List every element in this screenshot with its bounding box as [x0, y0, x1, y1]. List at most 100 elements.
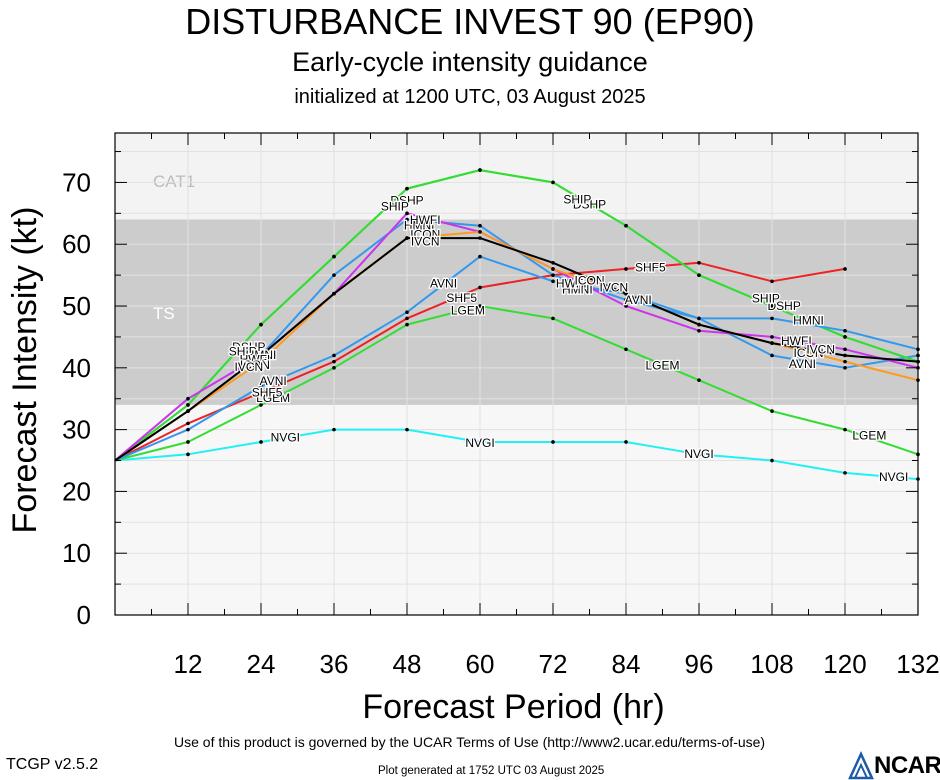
grid	[115, 133, 919, 615]
data-point-avni	[259, 384, 263, 389]
series-label-dshp: DSHP	[573, 197, 606, 211]
data-point-ship	[186, 403, 190, 407]
series-label-ivcn: IVCN	[234, 360, 263, 374]
data-point-hmni	[405, 217, 409, 222]
series-label-icon: ICON	[794, 346, 824, 360]
data-point-ivcn	[624, 291, 628, 296]
series-label-ship: SHIP	[563, 193, 591, 207]
series-label-hmni: HMNI	[404, 218, 435, 232]
series-label-icon: ICON	[240, 358, 270, 372]
series-label-shf5: SHF5	[446, 291, 477, 305]
series-lines	[114, 168, 920, 481]
x-tick-label: 108	[750, 649, 793, 679]
series-label-ivcn: IVCN	[599, 280, 628, 294]
data-point-lgem	[478, 304, 482, 308]
series-label-lgem: LGEM	[852, 429, 886, 443]
ncar-logo: NCAR	[848, 751, 940, 780]
axes: 0 10 20 30 40 50 60 70 12 24 36 48 60 72 84 96 108 120 132…	[6, 132, 940, 726]
series-line-avni	[114, 255, 919, 462]
series-label-avni: AVNI	[625, 293, 652, 307]
data-point-hwfi	[770, 335, 774, 339]
data-point-lgem	[843, 427, 847, 432]
y-axis-label: Forecast Intensity (kt)	[6, 207, 44, 534]
series-label-avni: AVNI	[260, 374, 287, 388]
data-point-nvgi	[624, 440, 628, 444]
data-point-avni	[478, 254, 482, 259]
series-label-nvgi: NVGI	[879, 470, 908, 484]
series-label-shf5: SHF5	[635, 260, 666, 274]
data-point-nvgi	[332, 427, 336, 432]
series-label-hwfi: HWFI	[410, 213, 441, 227]
band-background	[115, 404, 918, 615]
data-point-ship	[697, 273, 701, 277]
series-label-lgem: LGEM	[645, 359, 679, 373]
data-point-ivcn	[697, 322, 701, 327]
data-point-ship	[624, 223, 628, 228]
data-point-nvgi	[697, 452, 701, 457]
series-label-avni: AVNI	[789, 357, 816, 371]
data-point-shf5	[624, 267, 628, 271]
data-point-shf5	[405, 316, 409, 321]
generated-time: Plot generated at 1752 UTC 03 August 202…	[378, 765, 605, 777]
x-tick-label: 36	[320, 649, 349, 679]
data-point-hmni	[697, 316, 701, 321]
series-label-icon: ICON	[410, 228, 440, 242]
series-label-ship: SHIP	[752, 291, 780, 305]
series-label-nvgi: NVGI	[271, 430, 300, 444]
x-tick-label: 60	[466, 649, 495, 679]
data-point-hmni	[478, 223, 482, 228]
data-point-shf5	[697, 260, 701, 265]
series-label-ivcn: IVCN	[411, 235, 440, 249]
series-label-hwfi: HWFI	[240, 353, 271, 367]
data-point-ivcn	[478, 236, 482, 240]
ncar-logo-text: NCAR	[874, 752, 940, 779]
x-axis-label: Forecast Period (hr)	[362, 688, 664, 726]
data-point-avni	[551, 279, 555, 284]
data-point-lgem	[697, 378, 701, 382]
data-point-nvgi	[478, 440, 482, 444]
series-label-hmni: HMNI	[246, 348, 277, 362]
data-point-nvgi	[551, 440, 555, 444]
series-label-lgem: LGEM	[451, 304, 485, 318]
series-label-ship: SHIP	[381, 199, 409, 213]
data-point-hwfi	[186, 396, 190, 401]
data-point-ivcn	[551, 260, 555, 265]
data-point-nvgi	[259, 440, 263, 444]
series-label-nvgi: NVGI	[684, 447, 713, 461]
x-tick-label: 120	[823, 649, 866, 679]
x-tick-label: 48	[393, 649, 422, 679]
x-tick-label: 12	[174, 649, 203, 679]
data-point-nvgi	[186, 452, 190, 457]
data-point-shf5	[478, 285, 482, 290]
data-point-avni	[405, 310, 409, 315]
ncar-logo-icon	[848, 751, 874, 780]
data-point-ship	[332, 254, 336, 259]
data-point-ivcn	[405, 236, 409, 240]
series-label-ivcn: IVCN	[806, 343, 835, 357]
x-tick-label: 132	[896, 649, 939, 679]
data-point-ivcn	[259, 353, 263, 358]
data-point-ivcn	[843, 353, 847, 358]
series-label-avni: AVNI	[430, 277, 457, 291]
data-point-lgem	[332, 366, 336, 370]
data-point-hwfi	[843, 347, 847, 352]
data-point-ivcn	[770, 341, 774, 345]
series-label-hwfi: HWFI	[781, 334, 812, 348]
data-point-hmni	[551, 273, 555, 277]
data-point-hwfi	[405, 211, 409, 216]
data-point-avni	[843, 366, 847, 370]
data-point-icon	[843, 359, 847, 364]
data-point-hmni	[332, 273, 336, 277]
data-point-nvgi	[405, 427, 409, 432]
band-label-cat1: CAT1	[153, 172, 195, 191]
data-point-hmni	[624, 298, 628, 302]
data-point-nvgi	[843, 471, 847, 475]
data-point-ivcn	[186, 409, 190, 413]
x-tick-label: 84	[612, 649, 641, 679]
data-point-hwfi	[697, 328, 701, 333]
series-label-dshp: DSHP	[767, 299, 800, 313]
series-line-ivcn	[114, 237, 919, 462]
series-label-dshp: DSHP	[390, 194, 423, 208]
chart-title: DISTURBANCE INVEST 90 (EP90)	[185, 1, 755, 42]
